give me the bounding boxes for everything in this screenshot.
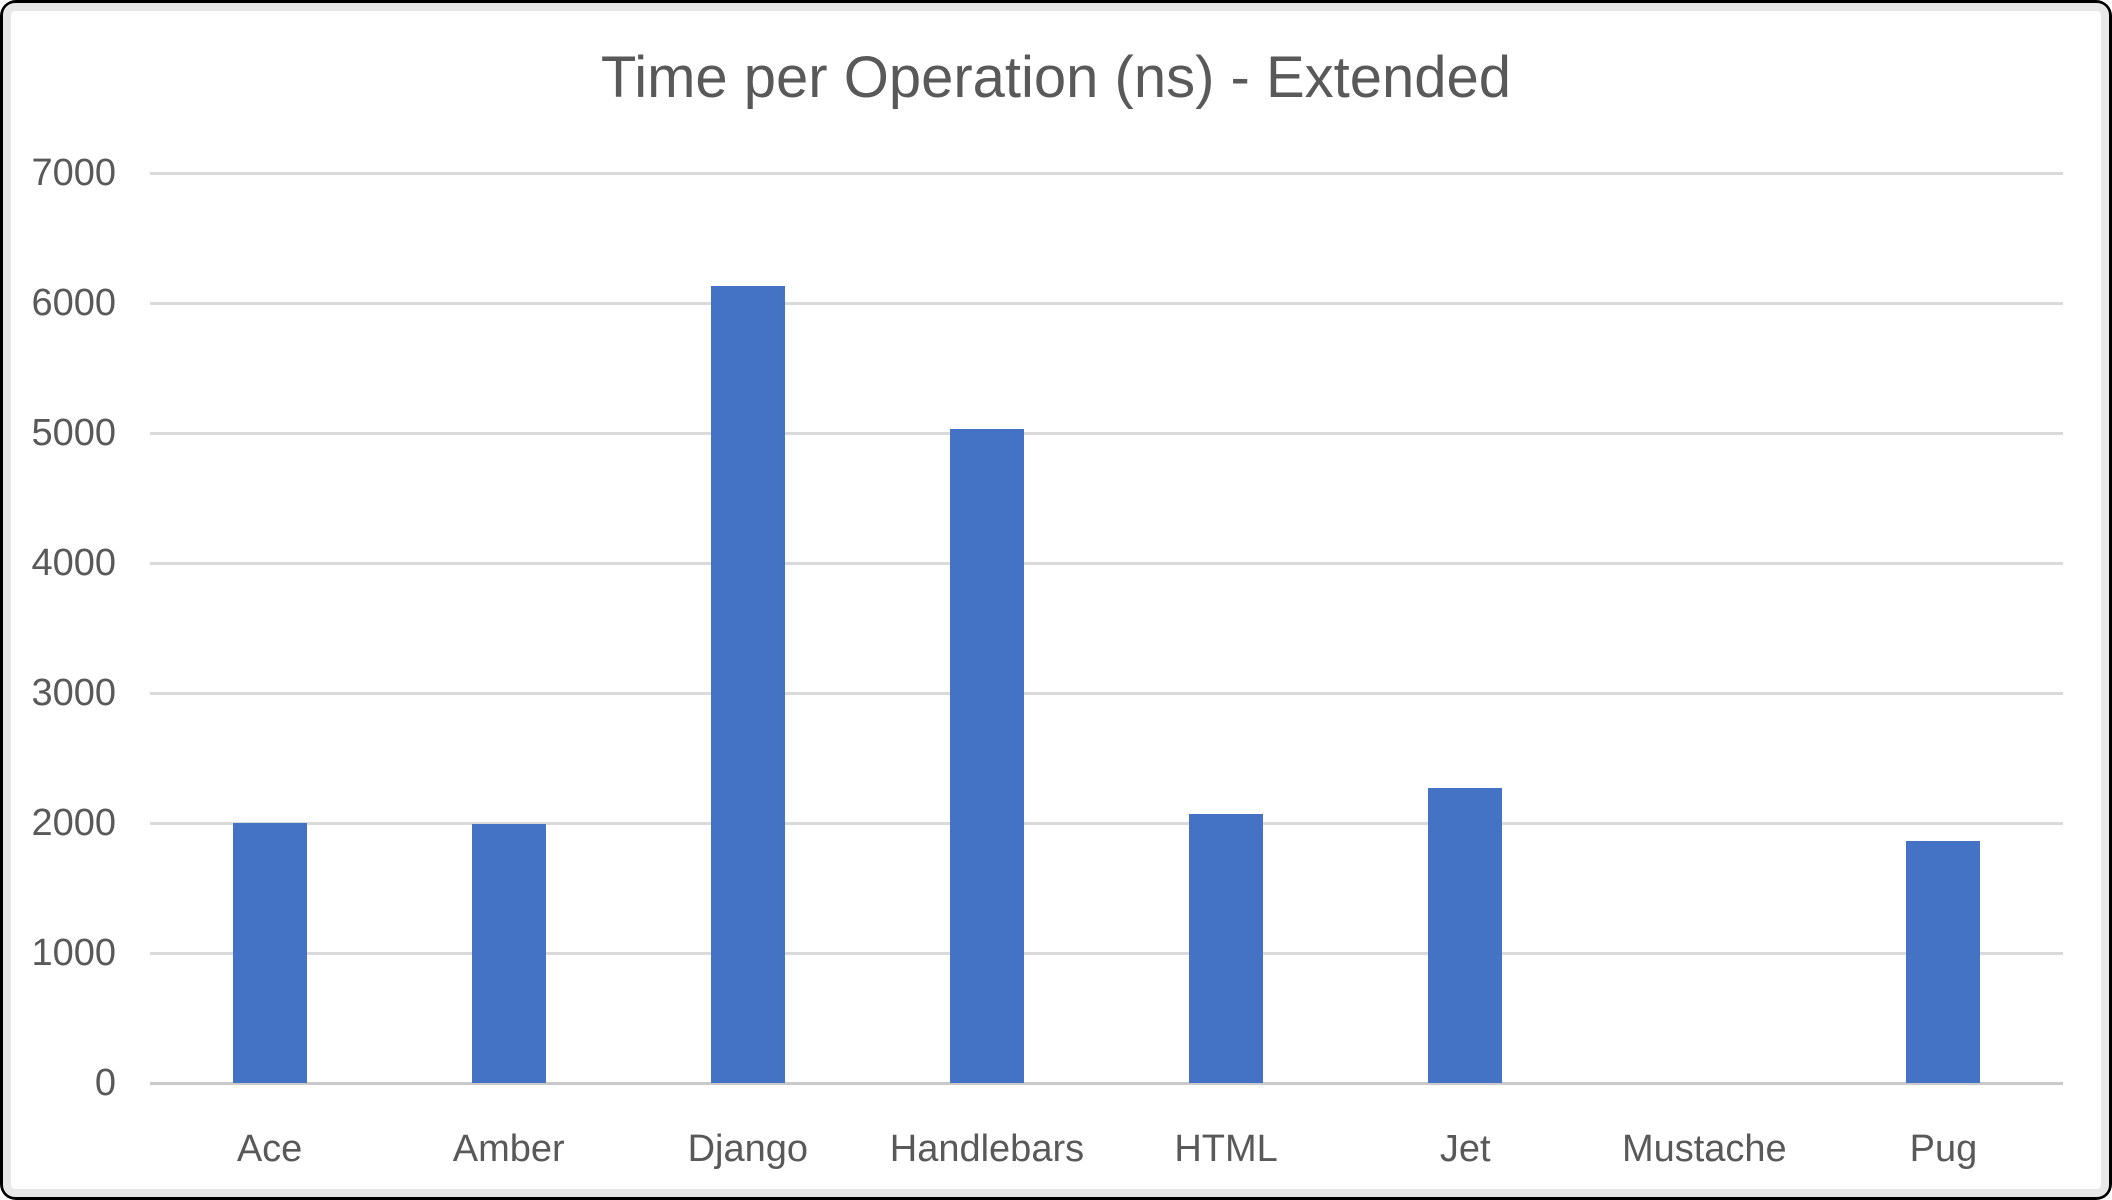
bar-ace <box>232 823 307 1083</box>
bar-amber <box>471 824 546 1083</box>
category-label-ace: Ace <box>236 1128 303 1170</box>
y-tick-label-3000: 3000 <box>31 672 116 714</box>
y-tick-label-7000: 7000 <box>31 152 116 194</box>
bar-pug <box>1906 841 1981 1083</box>
gridline-5000 <box>150 431 2063 435</box>
category-label-django: Django <box>687 1128 809 1170</box>
x-axis-line <box>150 1081 2063 1085</box>
category-label-amber: Amber <box>452 1128 565 1170</box>
bar-django <box>710 286 785 1083</box>
category-label-mustache: Mustache <box>1621 1128 1787 1170</box>
gridline-6000 <box>150 301 2063 305</box>
y-tick-label-2000: 2000 <box>31 802 116 844</box>
y-tick-label-6000: 6000 <box>31 282 116 324</box>
y-tick-label-0: 0 <box>94 1062 116 1104</box>
category-label-jet: Jet <box>1439 1128 1491 1170</box>
category-label-pug: Pug <box>1909 1128 1978 1170</box>
gridline-3000 <box>150 691 2063 695</box>
gridline-1000 <box>150 951 2063 955</box>
chart-title: Time per Operation (ns) - Extended <box>600 45 1512 110</box>
chart-panel <box>3 3 2109 1197</box>
category-label-handlebars: Handlebars <box>889 1128 1085 1170</box>
y-tick-label-5000: 5000 <box>31 412 116 454</box>
y-tick-label-1000: 1000 <box>31 932 116 974</box>
category-label-html: HTML <box>1174 1128 1278 1170</box>
bar-handlebars <box>949 429 1024 1083</box>
bar-jet <box>1428 787 1503 1083</box>
gridline-4000 <box>150 561 2063 565</box>
gridline-2000 <box>150 821 2063 825</box>
y-tick-label-4000: 4000 <box>31 542 116 584</box>
gridline-7000 <box>150 171 2063 175</box>
bar-html <box>1189 813 1264 1083</box>
